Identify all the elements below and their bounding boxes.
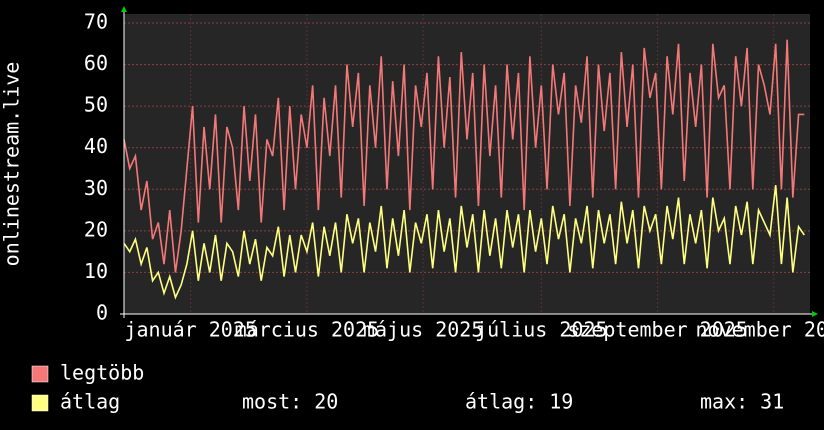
series-line: [123, 185, 805, 300]
y-tick-label: 70: [84, 10, 108, 34]
stat-label: most:: [242, 390, 302, 414]
plot-area: [124, 14, 810, 314]
y-tick-label: 10: [84, 259, 108, 283]
x-arrow: [812, 311, 818, 317]
stat-value: 31: [760, 390, 784, 414]
legend-swatch: [31, 365, 49, 383]
y-tick-label: 40: [84, 134, 108, 158]
x-tick-label: március 2025: [235, 318, 380, 342]
x-tick-label: július 2025: [475, 318, 607, 342]
x-tick-label: január 2025: [124, 318, 256, 342]
y-tick-label: 50: [84, 93, 108, 117]
y-tick-label: 20: [84, 217, 108, 241]
stat-label: átlag:: [465, 390, 537, 414]
y-arrow: [121, 6, 127, 12]
x-tick-label: november 2025: [696, 318, 824, 342]
series-line: [123, 39, 805, 273]
legend-label: legtöbb: [60, 361, 144, 385]
stat-value: 19: [549, 390, 573, 414]
y-tick-label: 30: [84, 176, 108, 200]
stat-label: max:: [700, 390, 748, 414]
x-tick-label: szeptember 2025: [567, 318, 748, 342]
y-tick-label: 60: [84, 51, 108, 75]
stat-value: 20: [314, 390, 338, 414]
legend-swatch: [31, 394, 49, 412]
x-tick-label: május 2025: [363, 318, 483, 342]
y-axis-label: onlinestream.live: [0, 62, 24, 267]
legend-label: átlag: [60, 390, 120, 414]
y-tick-label: 0: [96, 301, 108, 325]
